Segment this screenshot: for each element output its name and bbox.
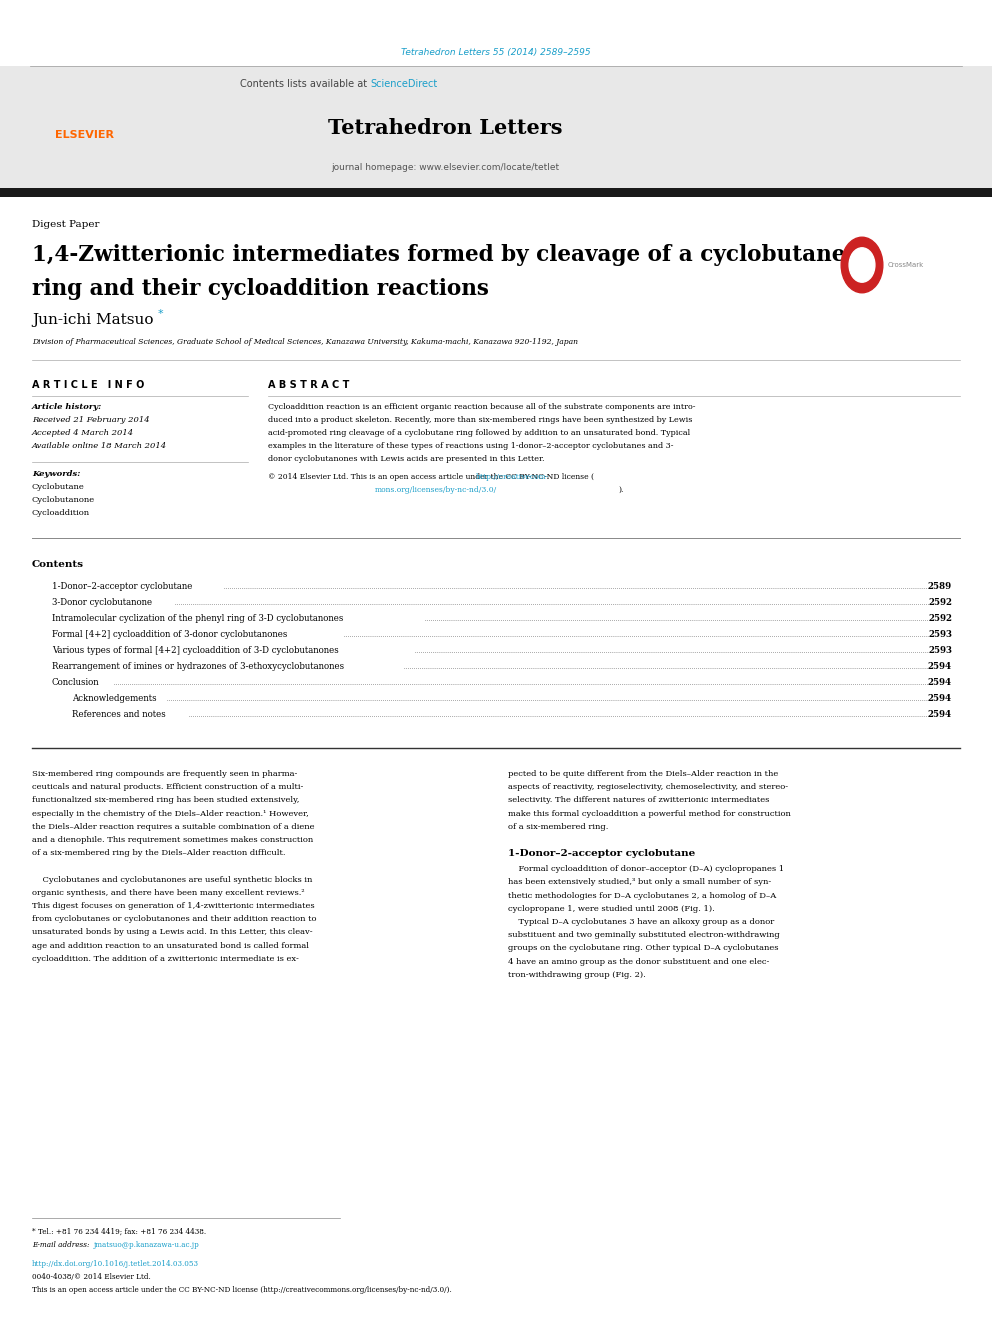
Text: selectivity. The different natures of zwitterionic intermediates: selectivity. The different natures of zw… — [508, 796, 770, 804]
Text: Cyclobutanone: Cyclobutanone — [32, 496, 95, 504]
Text: Tetrahedron Letters 55 (2014) 2589–2595: Tetrahedron Letters 55 (2014) 2589–2595 — [401, 48, 591, 57]
Text: Cycloaddition: Cycloaddition — [32, 509, 90, 517]
Text: This is an open access article under the CC BY-NC-ND license (http://creativecom: This is an open access article under the… — [32, 1286, 451, 1294]
Text: Tetrahedron Letters: Tetrahedron Letters — [327, 118, 562, 138]
Text: functionalized six-membered ring has been studied extensively,: functionalized six-membered ring has bee… — [32, 796, 300, 804]
Text: 2594: 2594 — [928, 677, 952, 687]
Text: *: * — [158, 310, 164, 319]
Text: This digest focuses on generation of 1,4-zwitterionic intermediates: This digest focuses on generation of 1,4… — [32, 902, 314, 910]
Text: aspects of reactivity, regioselectivity, chemoselectivity, and stereo-: aspects of reactivity, regioselectivity,… — [508, 783, 788, 791]
Text: has been extensively studied,³ but only a small number of syn-: has been extensively studied,³ but only … — [508, 878, 771, 886]
Text: Conclusion: Conclusion — [52, 677, 99, 687]
Text: Cyclobutane: Cyclobutane — [32, 483, 84, 491]
Text: 2593: 2593 — [928, 630, 952, 639]
Text: A B S T R A C T: A B S T R A C T — [268, 380, 349, 390]
Text: 1-Donor–2-acceptor cyclobutane: 1-Donor–2-acceptor cyclobutane — [52, 582, 192, 591]
Text: tron-withdrawing group (Fig. 2).: tron-withdrawing group (Fig. 2). — [508, 971, 646, 979]
Circle shape — [841, 237, 883, 292]
Text: journal homepage: www.elsevier.com/locate/tetlet: journal homepage: www.elsevier.com/locat… — [331, 164, 559, 172]
Text: age and addition reaction to an unsaturated bond is called formal: age and addition reaction to an unsatura… — [32, 942, 309, 950]
Text: 2594: 2594 — [928, 662, 952, 671]
Text: from cyclobutanes or cyclobutanones and their addition reaction to: from cyclobutanes or cyclobutanones and … — [32, 916, 316, 923]
Text: Jun-ichi Matsuo: Jun-ichi Matsuo — [32, 314, 154, 327]
Text: 4 have an amino group as the donor substituent and one elec-: 4 have an amino group as the donor subst… — [508, 958, 770, 966]
Text: unsaturated bonds by using a Lewis acid. In this Letter, this cleav-: unsaturated bonds by using a Lewis acid.… — [32, 929, 312, 937]
Text: http://dx.doi.org/10.1016/j.tetlet.2014.03.053: http://dx.doi.org/10.1016/j.tetlet.2014.… — [32, 1259, 199, 1267]
Text: * Tel.: +81 76 234 4419; fax: +81 76 234 4438.: * Tel.: +81 76 234 4419; fax: +81 76 234… — [32, 1228, 206, 1236]
Text: Various types of formal [4+2] cycloaddition of 3-D cyclobutanones: Various types of formal [4+2] cycloaddit… — [52, 646, 338, 655]
Text: of a six-membered ring by the Diels–Alder reaction difficult.: of a six-membered ring by the Diels–Alde… — [32, 849, 286, 857]
Text: Keywords:: Keywords: — [32, 470, 80, 478]
Text: 2593: 2593 — [928, 646, 952, 655]
Text: Formal [4+2] cycloaddition of 3-donor cyclobutanones: Formal [4+2] cycloaddition of 3-donor cy… — [52, 630, 288, 639]
Text: duced into a product skeleton. Recently, more than six-membered rings have been : duced into a product skeleton. Recently,… — [268, 415, 692, 423]
Text: groups on the cyclobutane ring. Other typical D–A cyclobutanes: groups on the cyclobutane ring. Other ty… — [508, 945, 779, 953]
Text: ).: ). — [618, 486, 623, 493]
Text: Typical D–A cyclobutanes 3 have an alkoxy group as a donor: Typical D–A cyclobutanes 3 have an alkox… — [508, 918, 774, 926]
Text: thetic methodologies for D–A cyclobutanes 2, a homolog of D–A: thetic methodologies for D–A cyclobutane… — [508, 892, 777, 900]
Text: Division of Pharmaceutical Sciences, Graduate School of Medical Sciences, Kanaza: Division of Pharmaceutical Sciences, Gra… — [32, 337, 578, 347]
Text: E-mail address:: E-mail address: — [32, 1241, 91, 1249]
Text: Article history:: Article history: — [32, 404, 102, 411]
Text: http://creativecom-: http://creativecom- — [476, 474, 550, 482]
Text: Available online 18 March 2014: Available online 18 March 2014 — [32, 442, 167, 450]
Text: 2594: 2594 — [928, 710, 952, 718]
Text: acid-promoted ring cleavage of a cyclobutane ring followed by addition to an uns: acid-promoted ring cleavage of a cyclobu… — [268, 429, 690, 437]
Text: CrossMark: CrossMark — [888, 262, 925, 269]
Text: ring and their cycloaddition reactions: ring and their cycloaddition reactions — [32, 278, 489, 300]
Text: 1-Donor–2-acceptor cyclobutane: 1-Donor–2-acceptor cyclobutane — [508, 849, 695, 859]
Text: organic synthesis, and there have been many excellent reviews.²: organic synthesis, and there have been m… — [32, 889, 305, 897]
Text: Accepted 4 March 2014: Accepted 4 March 2014 — [32, 429, 134, 437]
Text: pected to be quite different from the Diels–Alder reaction in the: pected to be quite different from the Di… — [508, 770, 779, 778]
Text: A R T I C L E   I N F O: A R T I C L E I N F O — [32, 380, 145, 390]
Text: ELSEVIER: ELSEVIER — [55, 130, 114, 140]
Text: Six-membered ring compounds are frequently seen in pharma-: Six-membered ring compounds are frequent… — [32, 770, 298, 778]
Text: Intramolecular cyclization of the phenyl ring of 3-D cyclobutanones: Intramolecular cyclization of the phenyl… — [52, 614, 343, 623]
Text: especially in the chemistry of the Diels–Alder reaction.¹ However,: especially in the chemistry of the Diels… — [32, 810, 309, 818]
Text: Digest Paper: Digest Paper — [32, 220, 99, 229]
Text: substituent and two geminally substituted electron-withdrawing: substituent and two geminally substitute… — [508, 931, 780, 939]
Text: 2592: 2592 — [928, 598, 952, 607]
Text: Acknowledgements: Acknowledgements — [72, 695, 157, 703]
Text: make this formal cycloaddition a powerful method for construction: make this formal cycloaddition a powerfu… — [508, 810, 791, 818]
Text: 2592: 2592 — [928, 614, 952, 623]
Text: Cyclobutanes and cyclobutanones are useful synthetic blocks in: Cyclobutanes and cyclobutanones are usef… — [32, 876, 312, 884]
Bar — [0, 188, 992, 197]
Text: cycloaddition. The addition of a zwitterionic intermediate is ex-: cycloaddition. The addition of a zwitter… — [32, 955, 299, 963]
Text: of a six-membered ring.: of a six-membered ring. — [508, 823, 608, 831]
Text: mons.org/licenses/by-nc-nd/3.0/: mons.org/licenses/by-nc-nd/3.0/ — [375, 486, 497, 493]
Text: © 2014 Elsevier Ltd. This is an open access article under the CC BY-NC-ND licens: © 2014 Elsevier Ltd. This is an open acc… — [268, 474, 594, 482]
Text: 3-Donor cyclobutanone: 3-Donor cyclobutanone — [52, 598, 152, 607]
Text: Cycloaddition reaction is an efficient organic reaction because all of the subst: Cycloaddition reaction is an efficient o… — [268, 404, 695, 411]
Text: Rearrangement of imines or hydrazones of 3-ethoxycyclobutanones: Rearrangement of imines or hydrazones of… — [52, 662, 344, 671]
Text: References and notes: References and notes — [72, 710, 166, 718]
Text: ScienceDirect: ScienceDirect — [370, 79, 437, 89]
Text: the Diels–Alder reaction requires a suitable combination of a diene: the Diels–Alder reaction requires a suit… — [32, 823, 314, 831]
Text: jmatsuo@p.kanazawa-u.ac.jp: jmatsuo@p.kanazawa-u.ac.jp — [94, 1241, 199, 1249]
Text: examples in the literature of these types of reactions using 1-donor–2-acceptor : examples in the literature of these type… — [268, 442, 674, 450]
Text: 2589: 2589 — [928, 582, 952, 591]
Text: Contents lists available at: Contents lists available at — [240, 79, 370, 89]
Bar — [0, 66, 992, 188]
Circle shape — [849, 247, 875, 282]
Text: 0040-4038/© 2014 Elsevier Ltd.: 0040-4038/© 2014 Elsevier Ltd. — [32, 1273, 151, 1281]
Text: donor cyclobutanones with Lewis acids are presented in this Letter.: donor cyclobutanones with Lewis acids ar… — [268, 455, 545, 463]
Text: 1,4-Zwitterionic intermediates formed by cleavage of a cyclobutane: 1,4-Zwitterionic intermediates formed by… — [32, 243, 845, 266]
Text: cyclopropane 1, were studied until 2008 (Fig. 1).: cyclopropane 1, were studied until 2008 … — [508, 905, 715, 913]
Text: and a dienophile. This requirement sometimes makes construction: and a dienophile. This requirement somet… — [32, 836, 313, 844]
Text: Formal cycloaddition of donor–acceptor (D–A) cyclopropanes 1: Formal cycloaddition of donor–acceptor (… — [508, 865, 784, 873]
Text: 2594: 2594 — [928, 695, 952, 703]
Text: Received 21 February 2014: Received 21 February 2014 — [32, 415, 150, 423]
Text: Contents: Contents — [32, 560, 84, 569]
Text: ceuticals and natural products. Efficient construction of a multi-: ceuticals and natural products. Efficien… — [32, 783, 304, 791]
